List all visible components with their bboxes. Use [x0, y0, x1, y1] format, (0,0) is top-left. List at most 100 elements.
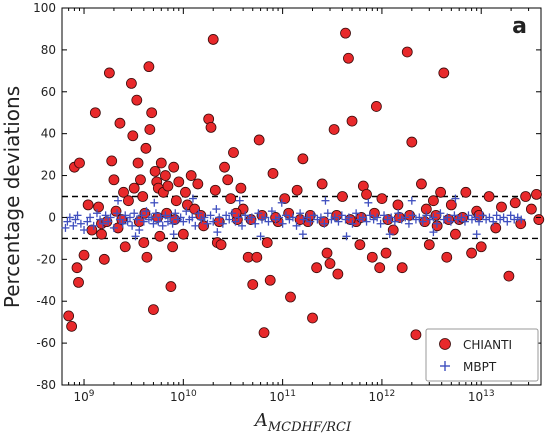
chianti-point — [251, 251, 263, 263]
chianti-point — [316, 178, 328, 190]
chianti-point — [430, 209, 442, 221]
mbpt-point — [337, 211, 346, 220]
mbpt-point — [206, 211, 215, 220]
x-axis-label-base: A — [253, 410, 268, 431]
chianti-point — [267, 168, 279, 179]
chianti-point — [525, 203, 537, 215]
mbpt-point — [188, 194, 197, 203]
mbpt-point — [158, 221, 167, 230]
chianti-point — [332, 268, 344, 280]
mbpt-point — [306, 217, 315, 226]
mbpt-point — [330, 213, 339, 222]
mbpt-point — [264, 217, 273, 226]
chianti-point — [123, 195, 134, 207]
chianti-point — [253, 134, 265, 146]
chianti-point — [167, 241, 179, 253]
chianti-point — [168, 161, 180, 173]
y-tick-label: 20 — [41, 169, 56, 183]
chianti-point — [185, 170, 197, 181]
chianti-point — [119, 241, 131, 253]
chianti-point — [93, 201, 104, 213]
mbpt-point — [472, 230, 481, 239]
mbpt-point — [457, 213, 466, 222]
mbpt-point — [235, 196, 244, 205]
chianti-point — [343, 52, 354, 64]
mbpt-point — [443, 213, 452, 222]
chianti-point — [396, 262, 408, 274]
mbpt-point — [238, 221, 247, 230]
chianti-point — [106, 155, 118, 167]
chianti-point — [496, 201, 507, 213]
mbpt-point — [163, 217, 172, 226]
mbpt-point — [267, 207, 276, 216]
chianti-point — [445, 199, 457, 211]
y-tick-label: -60 — [36, 336, 56, 350]
mbpt-point — [429, 213, 438, 222]
chianti-point — [438, 67, 450, 79]
legend-chianti-label: CHIANTI — [463, 338, 512, 352]
chianti-point — [162, 180, 174, 192]
mbpt-point — [275, 213, 284, 222]
chianti-point — [170, 195, 182, 207]
mbpt-point — [156, 213, 165, 222]
mbpt-point — [234, 213, 243, 222]
mbpt-point — [446, 217, 455, 226]
chianti-point — [466, 247, 477, 259]
chianti-point — [285, 291, 296, 303]
chianti-point — [428, 195, 439, 207]
chianti-point — [450, 228, 461, 240]
chianti-point — [205, 121, 217, 133]
mbpt-point — [422, 211, 431, 220]
mbpt-point — [298, 230, 307, 239]
chianti-point — [366, 251, 378, 263]
mbpt-point — [362, 217, 371, 226]
mbpt-point — [132, 215, 141, 224]
mbpt-point — [364, 198, 373, 207]
mbpt-point — [296, 209, 305, 218]
chianti-point — [264, 274, 276, 286]
chianti-point — [89, 107, 101, 119]
mbpt-point — [176, 213, 185, 222]
mbpt-point — [135, 226, 144, 235]
mbpt-point — [161, 211, 170, 220]
x-tick-label: 109 — [74, 389, 95, 404]
mbpt-point — [334, 217, 343, 226]
mbpt-point — [83, 217, 92, 226]
mbpt-point — [503, 217, 512, 226]
x-tick-label: 1012 — [369, 389, 396, 404]
chianti-point — [140, 142, 152, 154]
mbpt-point — [209, 217, 218, 226]
chianti-point — [423, 239, 435, 251]
chianti-point — [247, 279, 259, 290]
mbpt-point — [292, 221, 301, 230]
chianti-point — [297, 153, 309, 165]
mbpt-point — [194, 209, 203, 218]
mbpt-point — [380, 211, 389, 220]
mbpt-point — [408, 211, 417, 220]
mbpt-point — [203, 219, 212, 228]
mbpt-point — [123, 217, 132, 226]
mbpt-point — [394, 209, 403, 218]
mbpt-point — [231, 217, 240, 226]
y-tick-label: 40 — [41, 127, 56, 141]
chianti-point — [126, 78, 137, 89]
mbpt-point — [251, 219, 260, 228]
mbpt-point — [149, 219, 158, 228]
mbpt-point — [139, 217, 148, 226]
chianti-point — [387, 224, 399, 236]
mbpt-point — [147, 213, 156, 222]
chianti-point — [118, 186, 129, 198]
mbpt-point — [348, 219, 357, 228]
mbpt-point — [415, 213, 424, 222]
chianti-point — [135, 174, 146, 186]
mbpt-point — [106, 213, 115, 222]
chianti-point — [128, 182, 140, 194]
mbpt-point — [407, 196, 416, 205]
mbpt-point — [261, 213, 270, 222]
y-tick-label: -20 — [36, 252, 56, 266]
mbpt-point — [63, 217, 72, 226]
panel-label: a — [512, 14, 527, 39]
chianti-point — [173, 176, 185, 188]
mbpt-point — [256, 232, 265, 241]
